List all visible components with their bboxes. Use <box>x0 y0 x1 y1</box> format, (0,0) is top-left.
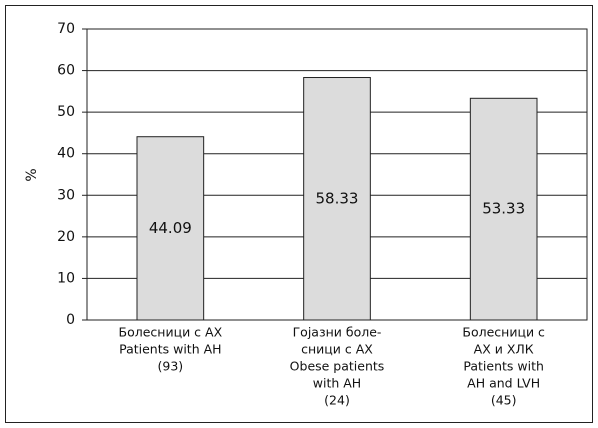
bar <box>136 136 205 321</box>
x-tick-label: Гојазни боле- <box>293 325 382 340</box>
x-tick-label: АХ и ХЛК <box>474 342 534 357</box>
y-tick-label: 60 <box>57 63 75 79</box>
x-tick-label: Patients with <box>463 359 544 374</box>
x-tick-label: Болесници с <box>462 325 545 340</box>
y-tick-label: 0 <box>66 312 75 328</box>
x-tick-label: Болесници с АХ <box>119 325 223 340</box>
y-tick-label: 70 <box>57 21 75 37</box>
y-tick-label: 50 <box>57 104 75 120</box>
y-tick-label: 20 <box>57 229 75 245</box>
data-label: 53.33 <box>482 200 525 218</box>
y-tick-label: 10 <box>57 270 75 286</box>
y-axis-label: % <box>24 168 40 181</box>
frame <box>5 5 593 423</box>
y-tick-label: 30 <box>57 187 75 203</box>
x-tick-label: Patients with AH <box>119 342 221 357</box>
x-tick-label: (93) <box>157 359 183 374</box>
bar <box>469 97 538 321</box>
x-tick-label: сници с АХ <box>301 342 373 357</box>
x-tick-label: (24) <box>324 393 350 408</box>
x-tick-label: with AH <box>313 376 361 391</box>
data-label: 44.09 <box>149 219 192 237</box>
bar <box>303 77 371 321</box>
data-label: 58.33 <box>316 189 359 207</box>
x-tick-label: (45) <box>491 393 517 408</box>
x-tick-label: Obese patients <box>290 359 385 374</box>
y-tick-label: 40 <box>57 146 75 162</box>
x-tick-label: AH and LVH <box>467 376 540 391</box>
